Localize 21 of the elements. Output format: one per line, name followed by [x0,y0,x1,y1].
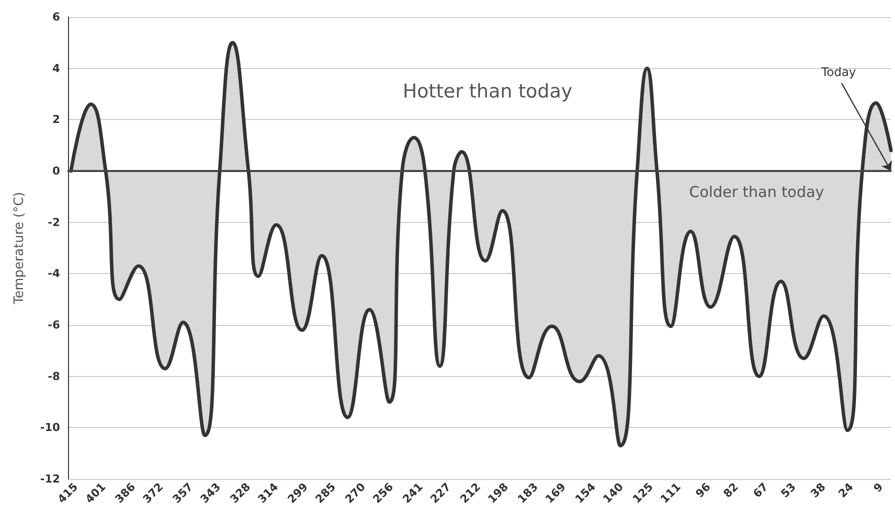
x-tick-label: 67 [750,480,771,500]
y-tick-label: 0 [52,164,60,178]
x-tick-label: 96 [693,480,714,500]
y-tick-label: 4 [52,62,60,75]
y-tick-label: -12 [40,472,60,486]
y-tick-label: -4 [48,267,60,280]
x-tick-label: 9 [871,480,886,496]
x-tick-label: 38 [808,480,828,500]
x-tick-label: 53 [778,480,798,500]
annotation: Hotter than today [402,80,572,103]
y-tick-label: 2 [52,113,60,126]
y-tick-label: 6 [52,10,60,24]
x-tick-label: 24 [836,480,856,500]
y-tick-label: -2 [48,216,60,229]
y-tick-label: -10 [40,421,60,434]
y-tick-label: -6 [48,318,60,332]
y-axis-title: Temperature (°C) [12,192,27,306]
annotation: Colder than today [689,183,824,202]
annotation: Today [820,64,856,79]
y-tick-label: -8 [48,370,60,383]
x-tick-label: 82 [720,480,741,500]
